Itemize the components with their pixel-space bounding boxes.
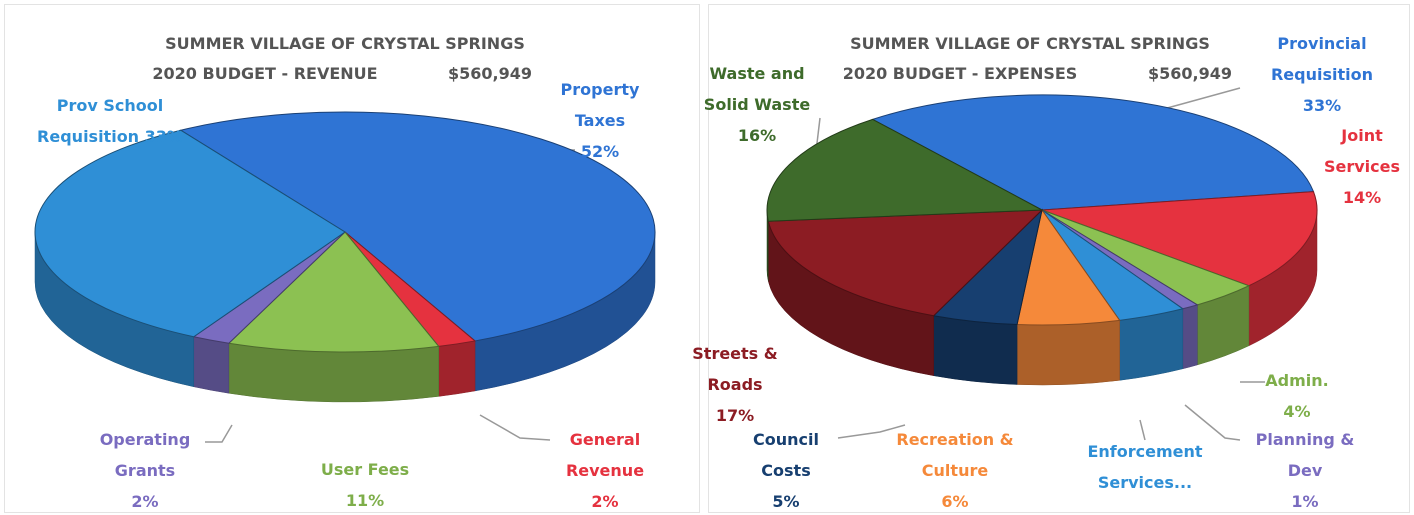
slice-label: Joint Services 14% — [1317, 120, 1407, 213]
category-label: Planning & Dev — [1255, 430, 1355, 480]
category-label: Recreation & Culture — [896, 430, 1014, 480]
slice — [34, 129, 346, 338]
value-label: 52% — [580, 142, 620, 161]
slice-label: Recreation & Culture 6% — [890, 424, 1020, 515]
value-label: 17% — [715, 406, 755, 425]
chart-subtitle: 2020 BUDGET - EXPENSES — [842, 64, 1078, 83]
category-label: User Fees — [320, 460, 410, 479]
slice-label: Planning & Dev 1% — [1250, 424, 1360, 515]
chart-title: SUMMER VILLAGE OF CRYSTAL SPRINGS — [165, 34, 525, 53]
chart-subtitle: 2020 BUDGET - REVENUE — [152, 64, 378, 83]
pie-sides — [766, 209, 1318, 386]
slice-side — [1016, 320, 1120, 386]
leader-line — [479, 414, 551, 441]
slice-label: User Fees 11% — [305, 454, 425, 515]
category-label: Council Costs — [753, 430, 819, 480]
slice-label: Council Costs 5% — [746, 424, 826, 515]
leader-line — [1184, 404, 1241, 441]
slice — [1041, 191, 1318, 287]
slice — [179, 111, 656, 342]
value-label: 16% — [737, 126, 777, 145]
chart-title: SUMMER VILLAGE OF CRYSTAL SPRINGS — [850, 34, 1210, 53]
slice — [767, 209, 1044, 317]
value-label: 2% — [591, 492, 619, 511]
slice-label: Enforcement Services... — [1065, 436, 1225, 498]
value-label: 1% — [1291, 492, 1319, 511]
value-label: 11% — [345, 491, 385, 510]
value-label: 6% — [941, 492, 969, 511]
panel — [708, 4, 1410, 513]
slice-label: Waste and Solid Waste 16% — [697, 58, 817, 151]
category-label: Enforcement Services... — [1087, 442, 1203, 492]
category-label: Streets & Roads — [692, 344, 778, 394]
leader-line — [1139, 419, 1146, 441]
value-label: 4% — [1283, 402, 1311, 421]
category-label: General Revenue — [565, 430, 645, 480]
slice-side — [1182, 304, 1198, 370]
slice-label: Admin. 4% — [1257, 365, 1337, 427]
pie-tops — [34, 111, 656, 353]
chart-total: $560,949 — [447, 64, 533, 83]
slice — [766, 118, 1044, 222]
category-label: Operating Grants — [99, 430, 191, 480]
pie-sides — [34, 231, 656, 403]
category-label: Provincial Requisition — [1270, 34, 1374, 84]
slice-label: Provincial Requisition 33% — [1257, 28, 1387, 121]
slice — [227, 231, 440, 353]
value-label: 5% — [772, 492, 800, 511]
slice-label: General Revenue 2% — [550, 424, 660, 515]
category-label: Admin. — [1265, 371, 1329, 390]
slice-label: Operating Grants 2% — [85, 424, 205, 515]
slice-label: Streets & Roads 17% — [685, 338, 785, 431]
slice-side — [193, 336, 230, 394]
pie-tops — [766, 94, 1318, 326]
slice-label: Prov School Requisition 33% — [15, 90, 205, 152]
category-label: Waste and Solid Waste — [703, 64, 811, 114]
slice-label: Property Taxes 52% — [550, 74, 650, 167]
category-label: Joint Services — [1323, 126, 1401, 176]
value-label: 33% — [1302, 96, 1342, 115]
leader-line — [837, 424, 906, 439]
slice-side — [933, 315, 1018, 385]
slice — [871, 94, 1315, 211]
category-label: Property Taxes — [560, 80, 640, 130]
panel — [4, 4, 700, 513]
value-label: 33% — [144, 127, 183, 146]
value-label: 2% — [131, 492, 159, 511]
value-label: 14% — [1342, 188, 1382, 207]
chart-total: $560,949 — [1147, 64, 1233, 83]
leader-line — [205, 424, 233, 443]
category-label: Prov School Requisition — [37, 96, 164, 146]
slice-side — [438, 340, 476, 397]
